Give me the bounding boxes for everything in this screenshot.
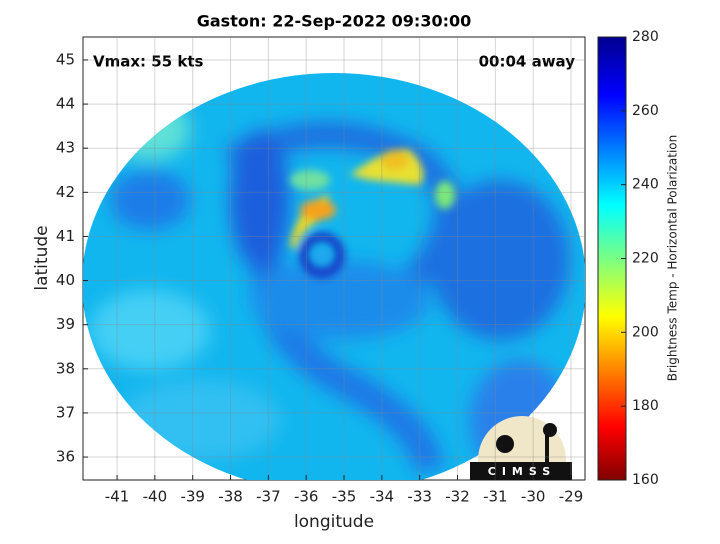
x-tick-label: -30 (521, 488, 546, 506)
x-tick-label: -31 (483, 488, 508, 506)
x-tick-label: -34 (370, 488, 395, 506)
y-tick-label: 36 (56, 448, 75, 466)
y-tick-label: 38 (56, 359, 75, 377)
annotation: Vmax: 55 kts (93, 53, 203, 71)
chart-title: Gaston: 22-Sep-2022 09:30:00 (197, 12, 472, 31)
y-tick-label: 44 (56, 95, 75, 113)
x-tick-label: -39 (180, 488, 205, 506)
annotation: 00:04 away (479, 53, 576, 71)
y-tick-label: 37 (56, 403, 75, 421)
x-tick-label: -37 (256, 488, 281, 506)
x-tick-label: -33 (407, 488, 432, 506)
y-tick-label: 42 (56, 183, 75, 201)
x-tick-label: -29 (559, 488, 584, 506)
colorbar-tick-label: 160 (632, 472, 659, 488)
colorbar-tick-label: 180 (632, 398, 659, 414)
colorbar-tick-label: 240 (632, 177, 659, 193)
x-tick-label: -41 (105, 488, 130, 506)
y-tick-label: 45 (56, 50, 75, 68)
y-tick-label: 41 (56, 227, 75, 245)
y-tick-label: 43 (56, 139, 75, 157)
x-tick-label: -36 (294, 488, 319, 506)
colorbar-tick-label: 200 (632, 324, 659, 340)
swath-image: CIMSS (83, 73, 585, 480)
y-tick-label: 40 (56, 271, 75, 289)
logo-text: CIMSS (488, 465, 556, 478)
x-tick-label: -32 (445, 488, 470, 506)
y-tick-label: 39 (56, 315, 75, 333)
x-axis-label: longitude (294, 512, 374, 532)
x-tick-label: -38 (218, 488, 243, 506)
x-tick-label: -35 (332, 488, 357, 506)
x-tick-label: -40 (143, 488, 168, 506)
colorbar-tick-label: 260 (632, 103, 659, 119)
colorbar-tick-label: 220 (632, 251, 659, 267)
colorbar-tick-label: 280 (632, 29, 659, 45)
y-axis-label: latitude (32, 225, 52, 290)
colorbar-label: Brightness Temp - Horizontal Polarizatio… (666, 135, 680, 382)
